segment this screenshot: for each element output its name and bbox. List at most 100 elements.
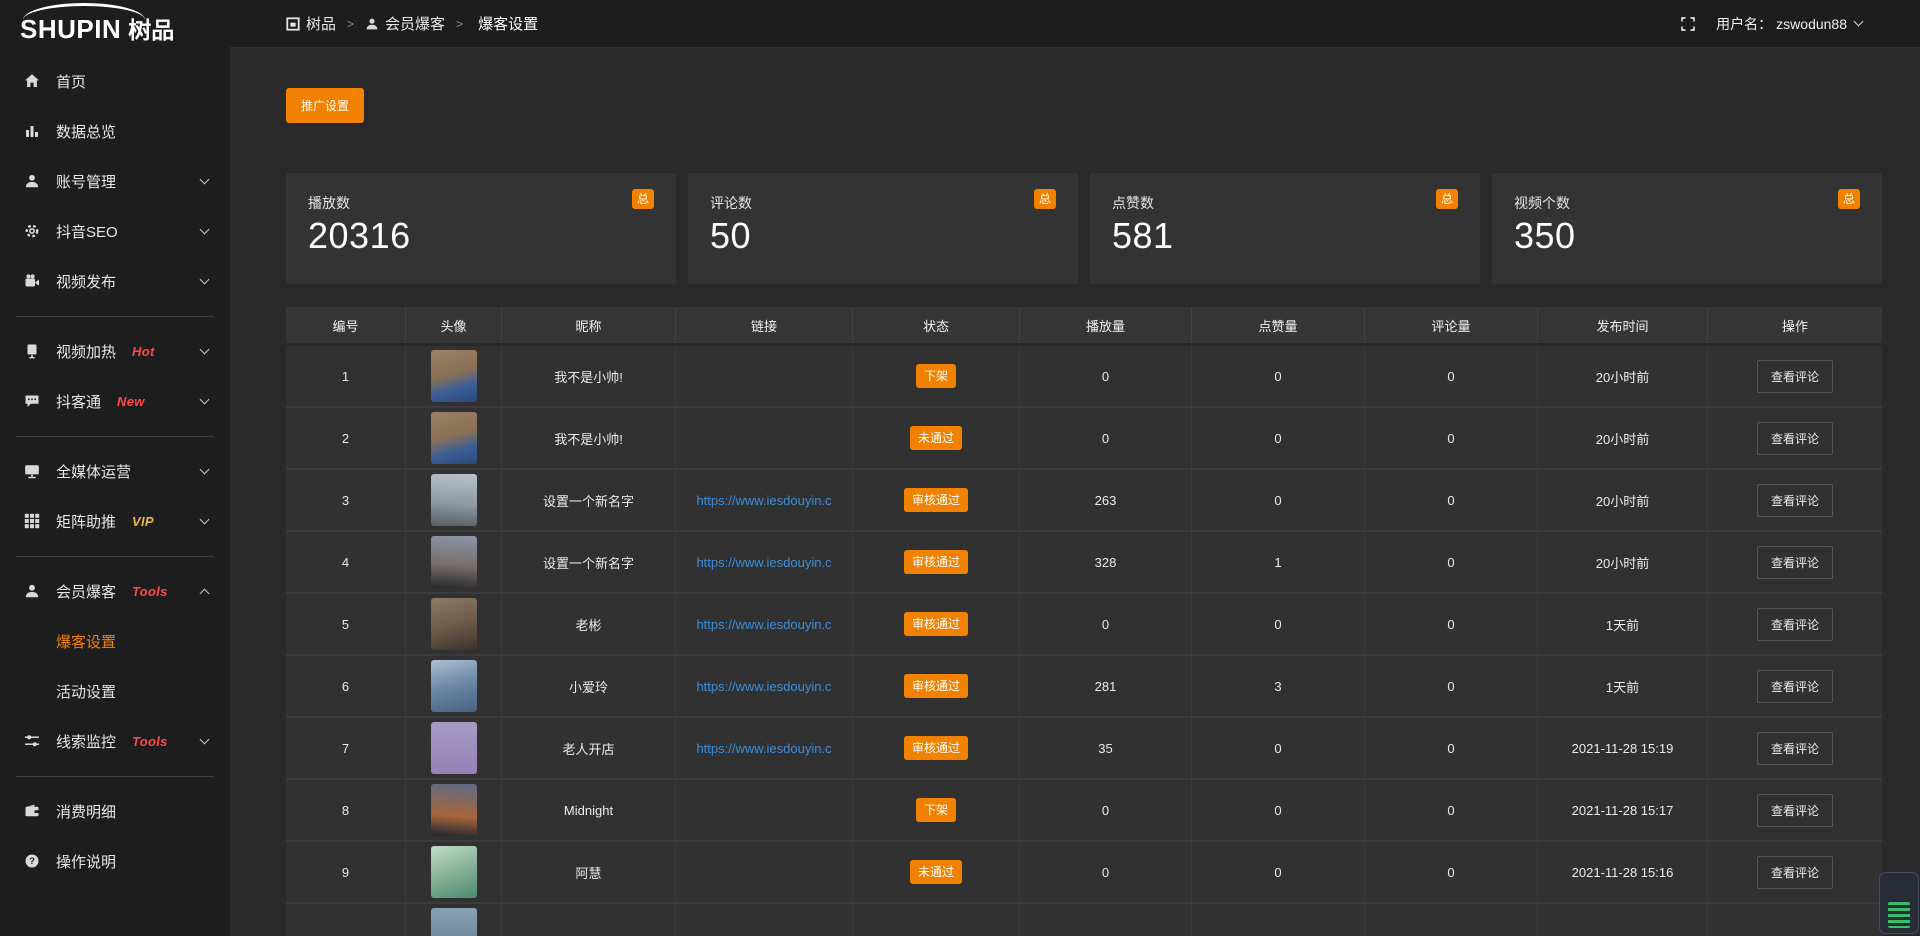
- view-comments-button[interactable]: 查看评论: [1756, 669, 1833, 703]
- sidebar-item-media-operation[interactable]: 全媒体运营: [0, 446, 230, 496]
- view-comments-button[interactable]: 查看评论: [1756, 793, 1833, 827]
- sidebar-item-label: 全媒体运营: [56, 463, 132, 481]
- sidebar-item-member-baoke[interactable]: 会员爆客 Tools: [0, 566, 230, 616]
- link-cell: https://www.iesdouyin.c: [676, 656, 853, 716]
- sidebar-item-data-overview[interactable]: 数据总览: [0, 106, 230, 156]
- sidebar-item-tag: Tools: [132, 733, 168, 749]
- likes: 0: [1192, 346, 1365, 406]
- stat-value: 50: [710, 215, 752, 256]
- likes: 0: [1192, 594, 1365, 654]
- avatar: [430, 784, 477, 836]
- view-comments-button[interactable]: 查看评论: [1756, 421, 1833, 455]
- view-comments-button[interactable]: 查看评论: [1756, 359, 1833, 393]
- avatar: [430, 908, 477, 936]
- nickname: 老彬: [502, 594, 676, 654]
- view-comments-button[interactable]: 查看评论: [1756, 545, 1833, 579]
- stat-card-videos: 视频个数 总 350: [1492, 173, 1882, 284]
- plays: 263: [1020, 470, 1192, 530]
- table-row: 8 Midnight 下架 0 0 0 2021-11-28 15:17 查看评论: [286, 780, 1882, 842]
- user-icon: [24, 173, 41, 190]
- sidebar-item-clue-monitor[interactable]: 线索监控 Tools: [0, 716, 230, 766]
- publish-time: 20小时前: [1538, 470, 1708, 530]
- sidebar-item-operation-guide[interactable]: ? 操作说明: [0, 836, 230, 886]
- stat-label: 评论数: [710, 195, 752, 211]
- chevron-down-icon: [199, 464, 210, 474]
- row-number: 6: [286, 656, 406, 716]
- table-row: 1 我不是小帅! 下架 0 0 0 20小时前 查看评论: [286, 346, 1882, 408]
- sidebar-item-label: 抖音SEO: [56, 223, 118, 241]
- row-number: 8: [286, 780, 406, 840]
- sidebar-item-video-heating[interactable]: 视频加热 Hot: [0, 326, 230, 376]
- sidebar-item-consumption-detail[interactable]: 消费明细: [0, 786, 230, 836]
- column-header: 发布时间: [1538, 307, 1708, 343]
- breadcrumb-item-member[interactable]: 会员爆客: [365, 13, 445, 34]
- sidebar-item-account-management[interactable]: 账号管理: [0, 156, 230, 206]
- comments: 0: [1365, 470, 1538, 530]
- view-comments-button[interactable]: 查看评论: [1756, 731, 1833, 765]
- stat-card-comments: 评论数 总 50: [688, 173, 1078, 284]
- row-number: 4: [286, 532, 406, 592]
- video-link[interactable]: https://www.iesdouyin.c: [696, 678, 832, 694]
- plays: [1020, 904, 1192, 936]
- plays: 281: [1020, 656, 1192, 716]
- floating-widget[interactable]: [1879, 872, 1919, 934]
- sidebar-item-matrix-boost[interactable]: 矩阵助推 VIP: [0, 496, 230, 546]
- plays: 0: [1020, 346, 1192, 406]
- sidebar-item-home[interactable]: 首页: [0, 56, 230, 106]
- status-badge: 审核通过: [903, 611, 968, 637]
- chevron-down-icon: [1853, 16, 1864, 27]
- action-cell: [1708, 904, 1882, 936]
- sidebar-item-douketong[interactable]: 抖客通 New: [0, 376, 230, 426]
- table-row: [286, 904, 1882, 936]
- sidebar-subitem-baoke-settings[interactable]: 爆客设置: [56, 633, 117, 651]
- sidebar-item-label: 操作说明: [56, 853, 117, 871]
- chevron-down-icon: [199, 344, 210, 354]
- avatar-cell: [406, 718, 502, 778]
- user-menu[interactable]: 用户名： zswodun88: [1716, 14, 1864, 34]
- sidebar-item-video-publish[interactable]: 视频发布: [0, 256, 230, 306]
- breadcrumb-item-current: 爆客设置: [478, 13, 538, 34]
- chevron-down-icon: [199, 274, 210, 284]
- plays: 35: [1020, 718, 1192, 778]
- avatar: [430, 474, 477, 526]
- user-icon: [24, 583, 41, 600]
- status-badge: 下架: [915, 363, 956, 389]
- sidebar-item-douyin-seo[interactable]: 抖音SEO: [0, 206, 230, 256]
- action-cell: 查看评论: [1708, 842, 1882, 902]
- nickname: 设置一个新名字: [502, 470, 676, 530]
- grid-icon: [24, 513, 41, 530]
- video-link[interactable]: https://www.iesdouyin.c: [696, 740, 832, 756]
- action-cell: 查看评论: [1708, 346, 1882, 406]
- view-comments-button[interactable]: 查看评论: [1756, 855, 1833, 889]
- breadcrumb-item-home[interactable]: 树品: [286, 13, 336, 34]
- video-link[interactable]: https://www.iesdouyin.c: [696, 616, 832, 632]
- nickname: 我不是小帅!: [502, 346, 676, 406]
- view-comments-button[interactable]: 查看评论: [1756, 607, 1833, 641]
- avatar-cell: [406, 594, 502, 654]
- total-badge: 总: [1033, 189, 1056, 209]
- table-row: 5 老彬 https://www.iesdouyin.c 审核通过 0 0 0 1天前 查看评论: [286, 594, 1882, 656]
- video-link[interactable]: https://www.iesdouyin.c: [696, 492, 832, 508]
- link-cell: https://www.iesdouyin.c: [676, 532, 853, 592]
- publish-time: 20小时前: [1538, 408, 1708, 468]
- link-cell: https://www.iesdouyin.c: [676, 718, 853, 778]
- status-cell: 审核通过: [853, 594, 1020, 654]
- row-number: 9: [286, 842, 406, 902]
- home-icon: [24, 73, 41, 90]
- stat-cards: 播放数 总 20316 评论数 总 50 点赞数 总 581: [286, 173, 1882, 284]
- breadcrumb-label: 爆客设置: [478, 16, 539, 33]
- plays: 0: [1020, 780, 1192, 840]
- sidebar-subitem-activity-settings[interactable]: 活动设置: [56, 683, 117, 701]
- nickname: 老人开店: [502, 718, 676, 778]
- likes: 0: [1192, 408, 1365, 468]
- stat-label: 播放数: [308, 195, 350, 211]
- promotion-settings-button[interactable]: 推广设置: [286, 88, 365, 123]
- nickname: [502, 904, 676, 936]
- view-comments-button[interactable]: 查看评论: [1756, 483, 1833, 517]
- nickname: 小爱玲: [502, 656, 676, 716]
- fullscreen-icon[interactable]: [1680, 16, 1696, 32]
- video-link[interactable]: https://www.iesdouyin.c: [696, 554, 832, 570]
- stat-label: 视频个数: [1514, 195, 1570, 211]
- breadcrumb-separator: [456, 17, 463, 31]
- sidebar-item-tag: New: [117, 393, 145, 409]
